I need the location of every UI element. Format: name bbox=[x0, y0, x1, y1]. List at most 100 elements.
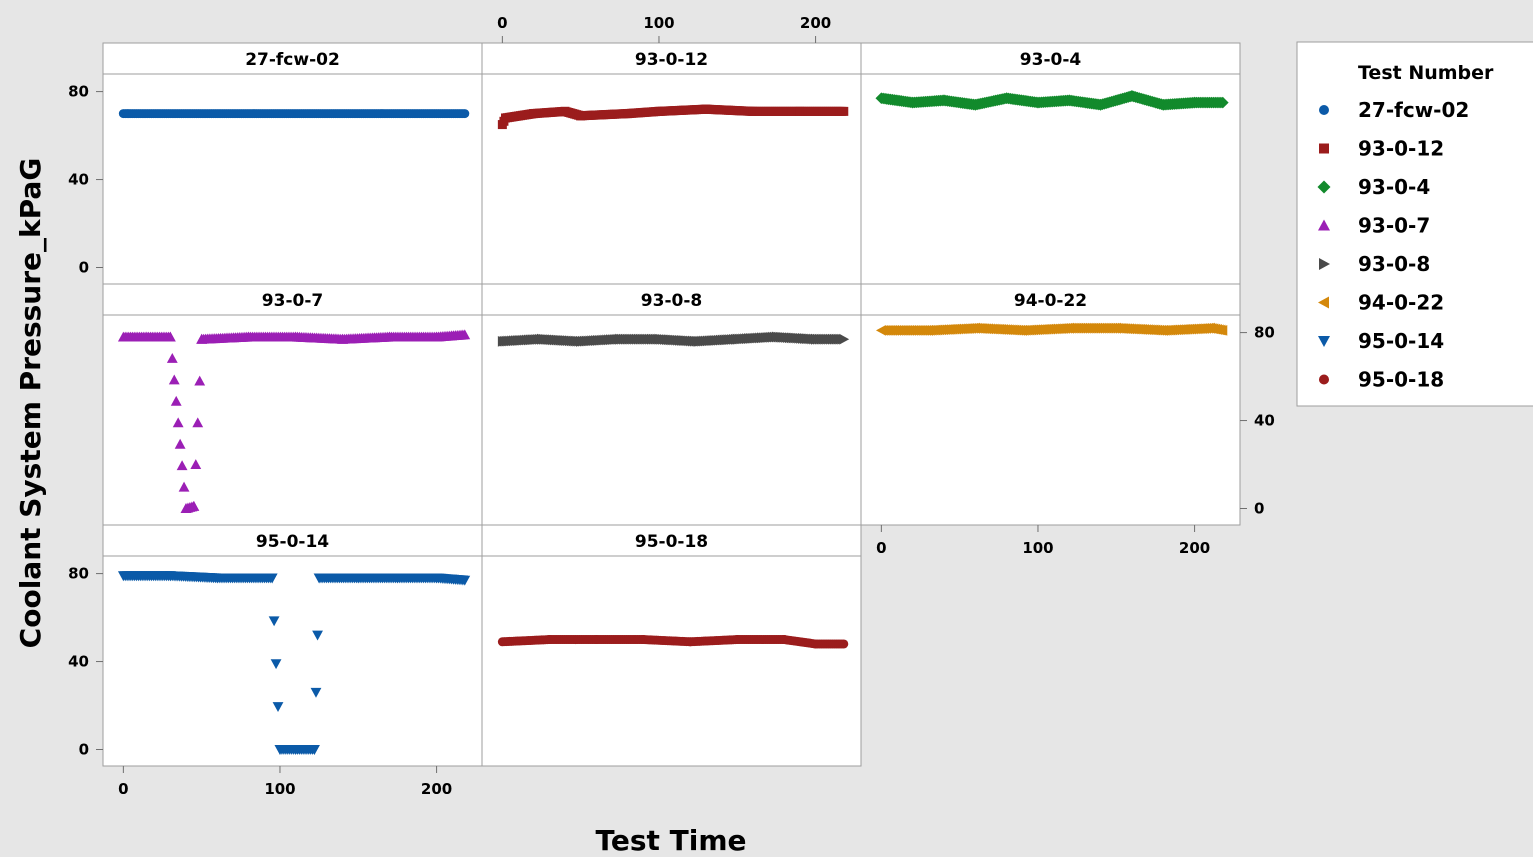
panel-95-0-18: 95-0-18 bbox=[481, 524, 862, 767]
y-tick-label: 0 bbox=[1254, 500, 1264, 518]
legend-marker bbox=[1318, 296, 1329, 309]
y-tick-label: 0 bbox=[79, 741, 89, 759]
panel-strip bbox=[102, 283, 483, 316]
panel-plot-area bbox=[860, 314, 1241, 526]
legend-label: 27-fcw-02 bbox=[1358, 98, 1469, 122]
data-point bbox=[839, 106, 849, 116]
panel-title: 93-0-8 bbox=[641, 291, 702, 311]
panel-strip bbox=[481, 524, 862, 557]
legend-item: 93-0-7 bbox=[1318, 214, 1430, 238]
data-point bbox=[1216, 96, 1229, 109]
legend-title: Test Number bbox=[1358, 62, 1494, 84]
x-tick-label: 100 bbox=[1022, 539, 1053, 557]
y-axis-title: Coolant System Pressure_kPaG bbox=[14, 158, 47, 649]
panel-strip bbox=[860, 42, 1241, 75]
y-tick-label: 40 bbox=[1254, 412, 1275, 430]
x-axis-bottom-col2: 0 100 200 bbox=[876, 525, 1210, 557]
series-93-0-8-markers bbox=[497, 331, 850, 347]
legend-marker bbox=[1319, 143, 1329, 154]
legend-label: 93-0-8 bbox=[1358, 252, 1430, 276]
legend-label: 95-0-14 bbox=[1358, 329, 1444, 353]
legend-label: 94-0-22 bbox=[1358, 291, 1444, 315]
panel-strip bbox=[102, 524, 483, 557]
data-point bbox=[266, 573, 278, 584]
data-point bbox=[174, 438, 186, 449]
data-point bbox=[460, 109, 470, 119]
data-point bbox=[839, 333, 850, 345]
series-93-0-12-markers bbox=[497, 104, 849, 130]
y-axis-left-row2: 0 40 80 bbox=[68, 565, 103, 759]
x-tick-label: 0 bbox=[118, 780, 128, 798]
data-point bbox=[194, 375, 206, 386]
panel-title: 95-0-18 bbox=[635, 532, 708, 552]
series-93-0-7-markers bbox=[117, 329, 471, 514]
legend-box bbox=[1296, 41, 1533, 407]
data-point bbox=[272, 702, 284, 713]
legend-item: 93-0-12 bbox=[1319, 137, 1444, 161]
panel-strip bbox=[481, 283, 862, 316]
data-point bbox=[312, 630, 323, 641]
x-tick-label: 100 bbox=[643, 14, 674, 32]
data-point bbox=[459, 575, 471, 586]
data-point bbox=[839, 639, 849, 649]
legend-marker bbox=[1319, 105, 1329, 115]
data-point bbox=[310, 687, 322, 698]
legend-item: 93-0-4 bbox=[1317, 175, 1430, 199]
data-point bbox=[178, 481, 190, 492]
panel-95-0-14: 95-0-14 bbox=[102, 524, 483, 767]
panel-title: 93-0-4 bbox=[1020, 50, 1082, 70]
panel-27-fcw-02: 27-fcw-02 bbox=[102, 42, 483, 285]
x-tick-label: 0 bbox=[876, 539, 886, 557]
series-27-fcw-02-markers bbox=[118, 109, 470, 119]
legend-label: 93-0-4 bbox=[1358, 175, 1430, 199]
legend-label: 93-0-7 bbox=[1358, 214, 1430, 238]
data-point bbox=[190, 459, 202, 470]
panel-title: 93-0-7 bbox=[262, 291, 323, 311]
x-axis-title: Test Time bbox=[595, 824, 746, 857]
series-93-0-4-markers bbox=[875, 90, 1229, 111]
data-point bbox=[268, 616, 280, 627]
legend-marker bbox=[1319, 374, 1329, 385]
panel-strip bbox=[860, 283, 1241, 316]
legend-marker bbox=[1317, 180, 1331, 194]
x-tick-label: 200 bbox=[800, 14, 831, 32]
x-axis-bottom-col0: 0 100 200 bbox=[118, 766, 452, 798]
panel-93-0-7: 93-0-7 bbox=[102, 283, 483, 526]
data-point bbox=[176, 460, 188, 471]
y-tick-label: 80 bbox=[68, 83, 89, 101]
legend-label: 95-0-18 bbox=[1358, 368, 1444, 392]
panel-plot-area bbox=[102, 555, 483, 767]
data-point bbox=[170, 395, 182, 406]
panel-93-0-8: 93-0-8 bbox=[481, 283, 862, 526]
data-point bbox=[172, 417, 184, 428]
legend-item: 27-fcw-02 bbox=[1319, 98, 1469, 122]
legend-item: 95-0-18 bbox=[1319, 368, 1444, 392]
panel-title: 27-fcw-02 bbox=[245, 50, 340, 70]
data-point bbox=[459, 329, 471, 340]
panel-94-0-22: 94-0-22 bbox=[860, 283, 1241, 526]
data-point bbox=[192, 417, 204, 428]
panel-plot-area bbox=[481, 73, 862, 285]
panel-title: 95-0-14 bbox=[256, 532, 329, 552]
y-tick-label: 80 bbox=[68, 565, 89, 583]
series-94-0-22-markers bbox=[875, 322, 1228, 336]
panel-plot-area bbox=[102, 73, 483, 285]
panel-title: 93-0-12 bbox=[635, 50, 708, 70]
panel-strip bbox=[102, 42, 483, 75]
panel-title: 94-0-22 bbox=[1014, 291, 1087, 311]
data-point bbox=[164, 331, 176, 342]
legend-item: 93-0-8 bbox=[1319, 252, 1430, 276]
legend: Test Number 27-fcw-02 93-0-12 93-0-4 93-0-7… bbox=[1296, 41, 1533, 407]
legend-marker bbox=[1319, 258, 1330, 270]
legend-label: 93-0-12 bbox=[1358, 137, 1444, 161]
y-axis-left-row0: 0 40 80 bbox=[68, 83, 103, 277]
y-tick-label: 40 bbox=[68, 653, 89, 671]
data-point bbox=[166, 353, 178, 363]
panel-strip bbox=[481, 42, 862, 75]
x-tick-label: 100 bbox=[264, 780, 295, 798]
data-point bbox=[309, 745, 320, 755]
panel-plot-area bbox=[102, 314, 483, 526]
legend-item: 95-0-14 bbox=[1318, 329, 1444, 353]
y-tick-label: 40 bbox=[68, 171, 89, 189]
